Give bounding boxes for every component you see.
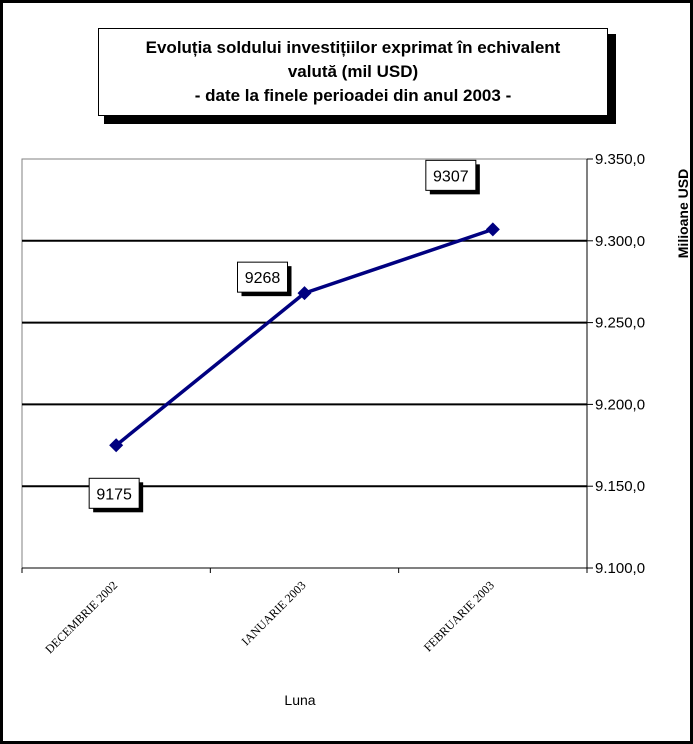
y-tick-label: 9.250,0: [595, 315, 645, 332]
data-label: 9307: [433, 168, 469, 185]
data-label: 9175: [96, 486, 132, 503]
y-tick-label: 9.300,0: [595, 233, 645, 250]
data-point: [297, 286, 312, 301]
data-label: 9268: [245, 270, 281, 287]
y-tick-label: 9.200,0: [595, 396, 645, 413]
y-tick-label: 9.150,0: [595, 478, 645, 495]
data-point: [109, 438, 124, 453]
data-label-box: [425, 159, 477, 191]
y-tick-label: 9.350,0: [595, 151, 645, 168]
x-tick-label: IANUARIE 2003: [239, 578, 309, 648]
chart-title-line-1: Evoluția soldului investițiilor exprimat…: [145, 38, 561, 57]
y-tick-label: 9.100,0: [595, 560, 645, 577]
x-tick-label: FEBRUARIE 2003: [421, 578, 497, 654]
data-point: [485, 222, 500, 237]
x-tick-label: DECEMBRIE 2002: [42, 578, 120, 656]
x-axis-title: Luna: [284, 692, 315, 708]
y-axis-title: Milioane USD: [675, 169, 691, 258]
chart-title: Evoluția soldului investițiilor exprimat…: [98, 28, 608, 116]
chart-title-line-3: - date la finele perioadei din anul 2003…: [194, 86, 512, 105]
data-label-box: [237, 261, 288, 293]
chart-title-line-2: valută (mil USD): [287, 62, 419, 81]
data-label-box: [88, 477, 140, 509]
